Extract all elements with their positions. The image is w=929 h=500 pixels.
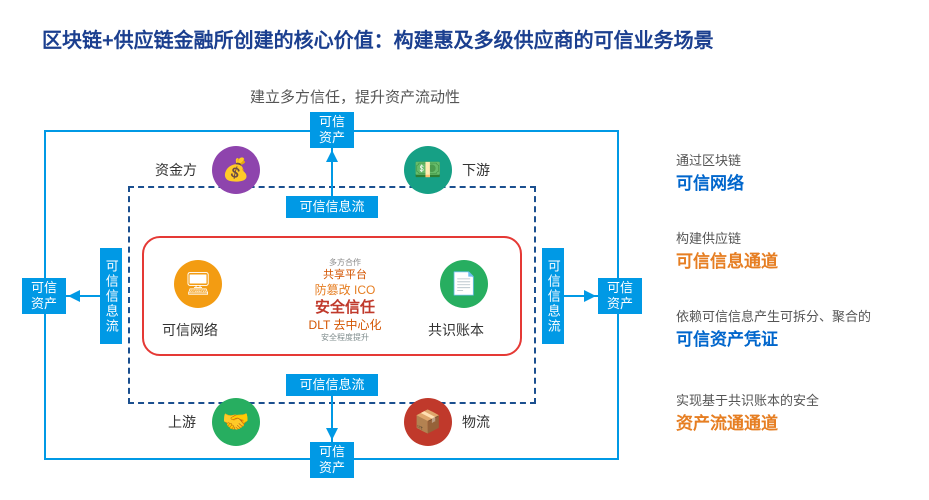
side-item-2: 依赖可信信息产生可拆分、聚合的可信资产凭证 [676, 306, 906, 350]
subtitle: 建立多方信任，提升资产流动性 [250, 86, 460, 107]
up-label: 上游 [168, 412, 196, 432]
net-icon: 🖥 [174, 260, 222, 308]
log-label: 物流 [462, 412, 490, 432]
down-icon: 💵 [404, 146, 452, 194]
fund-icon: 💰 [212, 146, 260, 194]
page-title: 区块链+供应链金融所创建的核心价值：构建惠及多级供应商的可信业务场景 [42, 24, 714, 53]
box-info_bottom: 可信信息流 [286, 374, 378, 396]
arrow-bottom [326, 428, 338, 440]
log-icon: 📦 [404, 398, 452, 446]
ledger-label: 共识账本 [428, 320, 484, 340]
box-left: 可信 资产 [22, 278, 66, 314]
box-info_right: 可信信息流 [542, 248, 564, 344]
side-item-1: 构建供应链可信信息通道 [676, 228, 906, 272]
box-right: 可信 资产 [598, 278, 642, 314]
down-label: 下游 [462, 160, 490, 180]
arrow-left [68, 290, 80, 302]
net-label: 可信网络 [162, 320, 218, 340]
side-item-3: 实现基于共识账本的安全资产流通通道 [676, 390, 906, 434]
box-top: 可信 资产 [310, 112, 354, 148]
fund-label: 资金方 [155, 160, 197, 180]
up-icon: 🤝 [212, 398, 260, 446]
side-item-0: 通过区块链可信网络 [676, 150, 906, 194]
arrow-top [326, 150, 338, 162]
box-info_left: 可信信息流 [100, 248, 122, 344]
ledger-icon: 📄 [440, 260, 488, 308]
box-info_top: 可信信息流 [286, 196, 378, 218]
box-bottom: 可信 资产 [310, 442, 354, 478]
wordcloud: 多方合作共享平台防篡改 ICO安全信任DLT 去中心化安全程度提升 [290, 258, 400, 344]
arrow-right [584, 290, 596, 302]
